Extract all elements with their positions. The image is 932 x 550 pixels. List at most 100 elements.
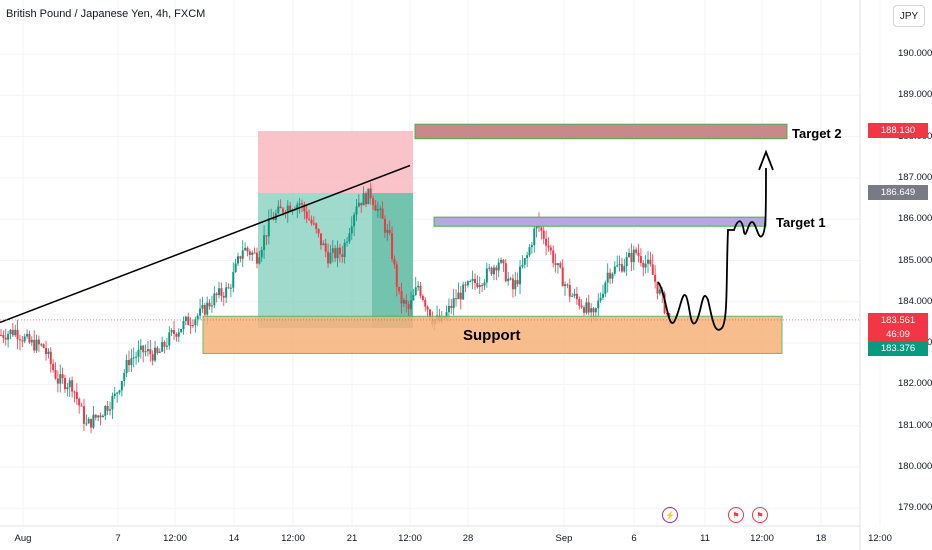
candle-body xyxy=(426,306,429,310)
projection-arrowhead xyxy=(758,149,774,171)
y-tick-label: 190.000 xyxy=(898,48,932,59)
candle-body xyxy=(644,263,647,268)
candle-body xyxy=(78,398,81,406)
x-tick-label: 12:00 xyxy=(398,533,422,544)
candle-body xyxy=(364,193,367,205)
candle-body xyxy=(308,218,311,220)
candle-body xyxy=(315,223,318,229)
candle-body xyxy=(554,263,557,266)
candle-body xyxy=(260,249,263,258)
candle-body xyxy=(367,188,370,205)
candle-body xyxy=(476,282,479,287)
candle-body xyxy=(66,387,69,390)
candle-body xyxy=(282,208,285,213)
target2-label: Target 2 xyxy=(792,126,842,141)
candle-body xyxy=(521,264,524,267)
candle-body xyxy=(248,251,251,256)
candle-body xyxy=(616,265,619,267)
candle-body xyxy=(410,300,413,310)
candle-body xyxy=(459,292,462,300)
x-tick-label: 11 xyxy=(700,533,710,544)
candle-body xyxy=(504,263,507,282)
candle-body xyxy=(393,258,396,265)
candle-body xyxy=(279,206,282,209)
candle-body xyxy=(573,293,576,296)
candle-body xyxy=(106,406,109,411)
x-tick-label: 7 xyxy=(115,533,121,544)
candle-body xyxy=(407,304,410,310)
candle-body xyxy=(246,247,249,252)
candle-body xyxy=(609,272,612,279)
candle-body xyxy=(564,284,567,287)
candle-body xyxy=(331,248,334,253)
candle-body xyxy=(350,226,353,234)
candle-body xyxy=(7,334,10,340)
candle-body xyxy=(547,245,550,248)
candle-body xyxy=(639,256,642,263)
candle-body xyxy=(509,278,512,280)
candle-body xyxy=(481,285,484,287)
target2-price-tag: 188.130 xyxy=(868,123,928,138)
candle-body xyxy=(575,293,578,300)
candle-body xyxy=(300,203,303,205)
candle-body xyxy=(372,198,375,206)
candle-body xyxy=(196,315,199,320)
candle-body xyxy=(395,264,398,287)
currency-button[interactable]: JPY xyxy=(893,5,925,27)
support-label: Support xyxy=(463,327,521,344)
x-tick-label: 12:00 xyxy=(868,533,892,544)
candle-body xyxy=(208,302,211,307)
candle-body xyxy=(201,304,204,309)
candle-body xyxy=(651,264,654,275)
candle-body xyxy=(566,284,569,286)
candle-body xyxy=(556,263,559,266)
candle-body xyxy=(511,278,514,290)
candle-body xyxy=(341,254,344,258)
candle-body xyxy=(528,247,531,256)
x-tick-label: 14 xyxy=(228,533,240,544)
candle-body xyxy=(497,262,500,271)
candle-body xyxy=(203,304,206,315)
candle-body xyxy=(668,313,671,318)
candle-body xyxy=(23,336,26,342)
y-tick-label: 182.000 xyxy=(898,378,932,390)
candle-body xyxy=(419,285,422,296)
candle-body xyxy=(483,282,486,286)
candle-body xyxy=(649,259,652,265)
candle-body xyxy=(559,263,562,268)
candle-body xyxy=(424,300,427,307)
candle-body xyxy=(599,297,602,301)
candle-body xyxy=(338,247,341,255)
candle-body xyxy=(583,307,586,313)
candle-body xyxy=(492,267,495,275)
lightning-icon[interactable]: ⚡ xyxy=(662,507,678,523)
candle-body xyxy=(75,392,78,399)
candle-body xyxy=(414,287,417,295)
candle-body xyxy=(116,392,119,394)
flag-icon[interactable]: ⚑ xyxy=(752,507,768,523)
candle-body xyxy=(618,264,621,266)
target1-zone xyxy=(433,216,767,227)
candle-body xyxy=(184,316,187,322)
candle-body xyxy=(485,268,488,283)
candle-body xyxy=(87,418,90,424)
candle-body xyxy=(462,284,465,300)
candle-body xyxy=(362,193,365,206)
candle-body xyxy=(52,363,55,370)
candle-body xyxy=(49,351,52,364)
candle-body xyxy=(234,263,237,272)
symbol-title: British Pound / Japanese Yen, 4h, FXCM xyxy=(6,8,206,20)
candle-body xyxy=(561,267,564,287)
candle-body xyxy=(580,305,583,308)
candle-body xyxy=(26,334,29,337)
candle-body xyxy=(161,341,164,352)
candle-body xyxy=(170,330,173,333)
candle-body xyxy=(130,358,133,366)
y-tick-label: 180.000 xyxy=(898,461,932,472)
candle-body xyxy=(227,287,230,289)
candle-body xyxy=(222,295,225,298)
flag-icon[interactable]: ⚑ xyxy=(728,507,744,523)
y-tick-label: 187.000 xyxy=(898,171,932,183)
candle-body xyxy=(289,205,292,212)
